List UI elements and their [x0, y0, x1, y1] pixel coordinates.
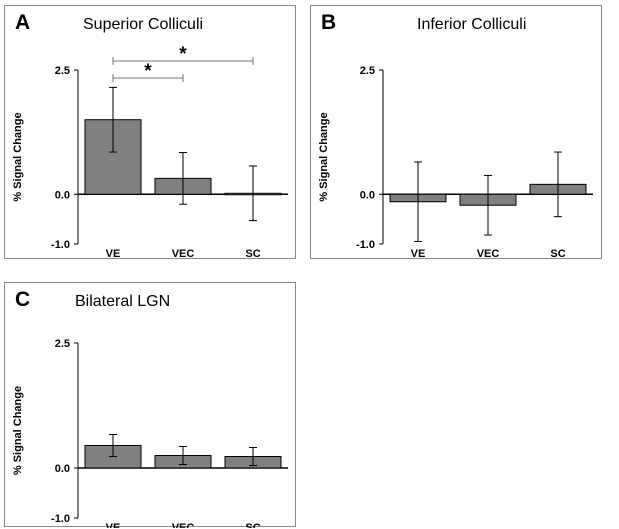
x-category-label: VE — [106, 522, 121, 528]
panel-letter: A — [15, 11, 31, 34]
y-axis-label: % Signal Change — [12, 112, 24, 201]
bar-chart-superior-colliculi: 2.5 0.0 -1.0 % Signal Change VE VEC SC * * — [12, 44, 288, 260]
x-category-label: VEC — [172, 248, 195, 260]
y-tick-label: -1.0 — [51, 239, 70, 251]
x-category-label: SC — [245, 248, 260, 260]
x-category-label: SC — [550, 248, 565, 260]
x-category-label: SC — [245, 522, 260, 528]
y-tick-label: 0.0 — [55, 189, 70, 201]
x-category-label: VE — [106, 248, 121, 260]
y-axis-label: % Signal Change — [318, 112, 330, 201]
x-category-label: VEC — [172, 522, 195, 528]
chart-panel-a: A Superior Colliculi 2.5 0.0 -1.0 % Signal … — [4, 5, 296, 260]
bar-chart-inferior-colliculi: 2.5 0.0 -1.0 % Signal Change VE VEC SC — [318, 65, 593, 260]
chart-title: Superior Colliculi — [83, 16, 204, 33]
chart-panel-b: B Inferior Colliculi 2.5 0.0 -1.0 % Signal … — [310, 5, 602, 260]
chart-title: Inferior Colliculi — [417, 16, 527, 33]
significance-star: * — [179, 44, 187, 65]
y-tick-label: 2.5 — [55, 65, 70, 77]
panel-letter: B — [321, 11, 337, 34]
chart-title: Bilateral LGN — [75, 293, 171, 310]
y-tick-label: 0.0 — [360, 189, 375, 201]
significance-star: * — [144, 61, 152, 82]
panel-letter: C — [15, 288, 31, 311]
y-tick-label: -1.0 — [51, 513, 70, 525]
x-category-label: VE — [411, 248, 426, 260]
y-axis-label: % Signal Change — [12, 386, 24, 475]
x-category-label: VEC — [477, 248, 500, 260]
y-tick-label: 0.0 — [55, 463, 70, 475]
y-tick-label: 2.5 — [55, 338, 70, 350]
y-tick-label: -1.0 — [356, 239, 375, 251]
y-tick-label: 2.5 — [360, 65, 375, 77]
bar-chart-bilateral-lgn: 2.5 0.0 -1.0 % Signal Change VE VEC SC — [12, 338, 288, 528]
chart-panel-c: C Bilateral LGN 2.5 0.0 -1.0 % Signal Chang… — [4, 282, 296, 528]
